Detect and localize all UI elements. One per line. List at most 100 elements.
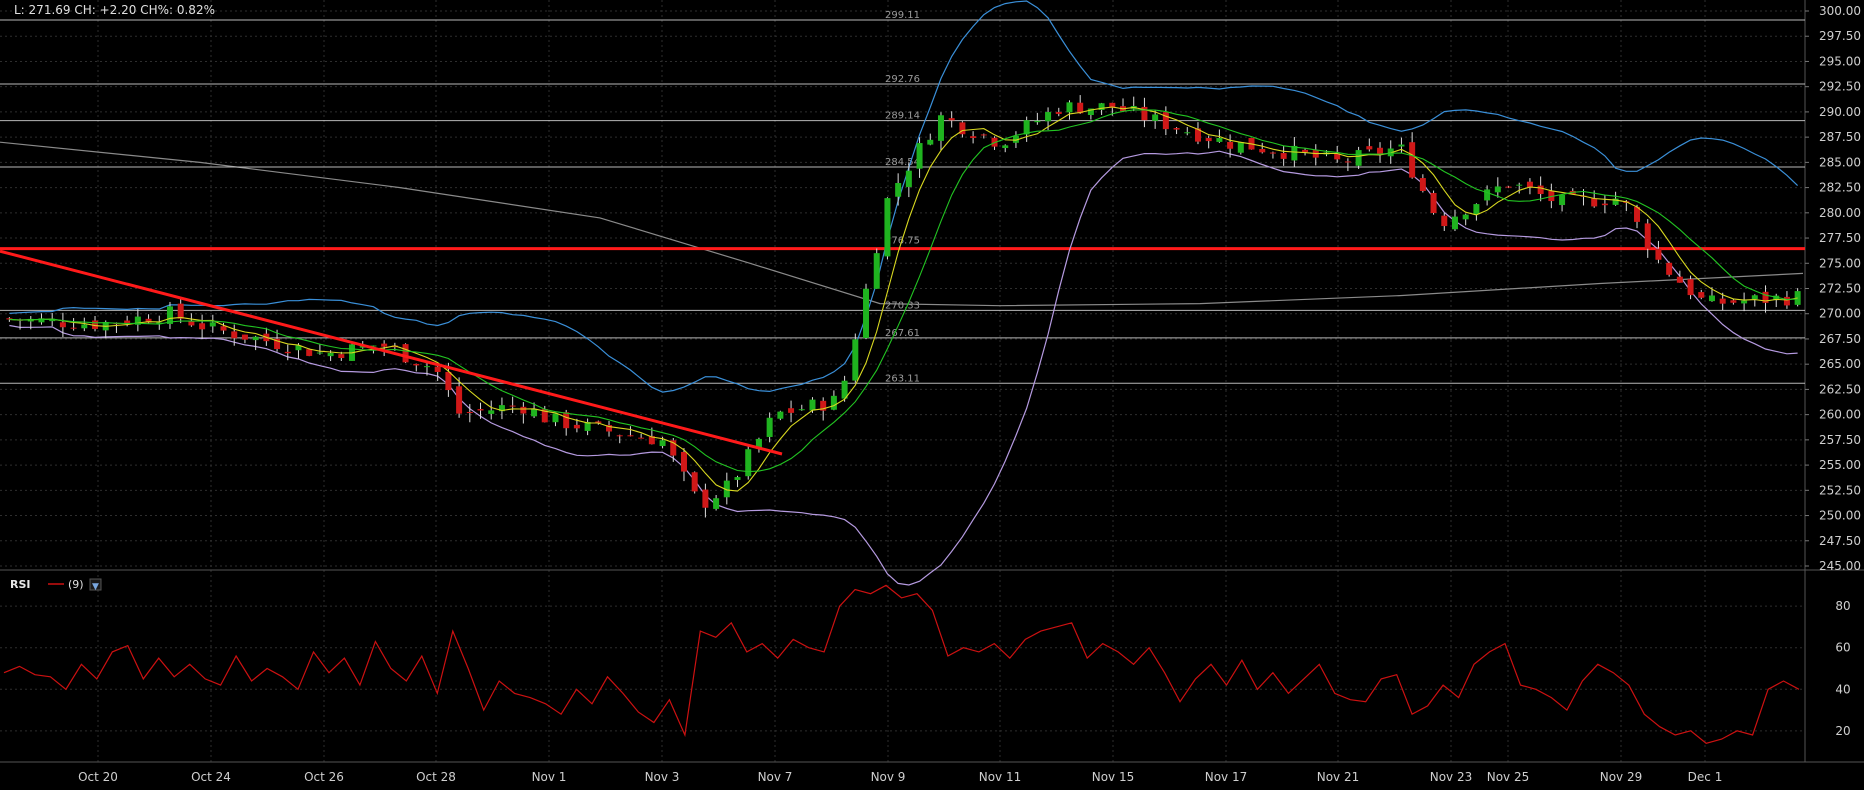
candle-down <box>509 405 516 407</box>
candle-up <box>1098 103 1105 110</box>
candle-down <box>1227 141 1234 149</box>
candle-down <box>616 435 623 437</box>
candle-up <box>852 339 859 381</box>
candle-up <box>830 395 837 410</box>
quote-readout-text: L: 271.69 CH: +2.20 CH%: 0.82% <box>14 3 215 17</box>
candle-down <box>199 323 206 330</box>
candle-down <box>1441 215 1448 227</box>
candle-down <box>1162 112 1169 130</box>
candle-up <box>531 409 538 417</box>
date-tick-label: Nov 3 <box>645 770 680 784</box>
candle-down <box>1762 291 1769 303</box>
candle-down <box>1783 296 1790 306</box>
rsi-header: RSI (9) ▼ <box>10 578 102 592</box>
price-tick-label: 260.00 <box>1819 408 1861 422</box>
candle-down <box>541 409 548 423</box>
candle-up <box>863 288 870 338</box>
candle-down <box>59 322 66 328</box>
candle-down <box>680 451 687 472</box>
candle-up <box>166 306 173 324</box>
candle-up <box>1484 189 1491 201</box>
candle-down <box>1730 300 1737 303</box>
price-tick-label: 265.00 <box>1819 357 1861 371</box>
candle-down <box>573 424 580 429</box>
price-tick-label: 282.50 <box>1819 181 1861 195</box>
candle-down <box>1280 153 1287 159</box>
rsi-line <box>3 584 1800 744</box>
date-tick-label: Nov 15 <box>1092 770 1135 784</box>
price-tick-label: 292.50 <box>1819 80 1861 94</box>
candle-up <box>316 352 323 354</box>
rsi-label: RSI <box>10 578 31 591</box>
candle-down <box>1537 185 1544 194</box>
candle-up <box>905 170 912 188</box>
candle-up <box>584 421 591 431</box>
price-tick-label: 250.00 <box>1819 509 1861 523</box>
candles <box>6 95 1801 518</box>
candle-up <box>1708 295 1715 302</box>
candle-down <box>691 472 698 492</box>
candle-down <box>648 436 655 445</box>
candle-down <box>92 320 99 329</box>
trendlines <box>0 249 783 456</box>
date-tick-label: Oct 20 <box>78 770 118 784</box>
candle-up <box>423 366 430 368</box>
price-level-label: 270.33 <box>885 300 920 311</box>
date-tick-label: Oct 26 <box>304 770 344 784</box>
price-tick-label: 252.50 <box>1819 483 1861 497</box>
candle-up <box>745 449 752 477</box>
candle-down <box>1676 276 1683 283</box>
moving-average-fast <box>9 106 1798 492</box>
candle-down <box>1430 192 1437 213</box>
candle-up <box>659 440 666 447</box>
candle-up <box>723 480 730 498</box>
candle-down <box>1687 279 1694 296</box>
candle-up <box>498 405 505 412</box>
candle-down <box>1141 106 1148 121</box>
price-level-label: 289.14 <box>885 111 920 122</box>
candle-up <box>1494 186 1501 193</box>
candle-down <box>274 338 281 350</box>
candle-down <box>1205 138 1212 142</box>
candle-up <box>734 477 741 480</box>
candle-up <box>1045 112 1052 122</box>
candle-down <box>595 421 602 424</box>
date-tick-label: Oct 24 <box>191 770 231 784</box>
candle-down <box>220 326 227 331</box>
candle-down <box>1173 128 1180 130</box>
rsi-settings-icon[interactable] <box>89 578 102 591</box>
price-tick-label: 290.00 <box>1819 105 1861 119</box>
candle-down <box>1655 248 1662 260</box>
candle-up <box>1355 150 1362 166</box>
candle-up <box>1012 135 1019 143</box>
candle-up <box>798 409 805 411</box>
candle-up <box>873 253 880 289</box>
candle-down <box>1377 147 1384 155</box>
candle-down <box>456 386 463 414</box>
candle-down <box>1634 206 1641 222</box>
candle-down <box>145 318 152 323</box>
candle-up <box>81 324 88 329</box>
candle-down <box>306 349 313 356</box>
candle-up <box>937 115 944 141</box>
date-tick-label: Nov 9 <box>871 770 906 784</box>
price-tick-label: 255.00 <box>1819 458 1861 472</box>
candle-down <box>1601 203 1608 206</box>
candle-up <box>1002 145 1009 149</box>
candle-up <box>1152 114 1159 121</box>
candle-up <box>1559 194 1566 206</box>
candle-down <box>1334 154 1341 160</box>
candle-up <box>49 318 56 322</box>
candle-down <box>820 400 827 411</box>
date-tick-label: Nov 1 <box>532 770 567 784</box>
candle-up <box>1473 204 1480 215</box>
candle-up <box>927 139 934 145</box>
candle-down <box>338 354 345 359</box>
candle-down <box>70 327 77 329</box>
rsi-tick-label: 60 <box>1835 641 1850 655</box>
price-level-label: 284.54 <box>885 157 920 168</box>
candle-up <box>38 318 45 323</box>
candle-up <box>156 322 163 324</box>
price-tick-label: 295.00 <box>1819 54 1861 68</box>
